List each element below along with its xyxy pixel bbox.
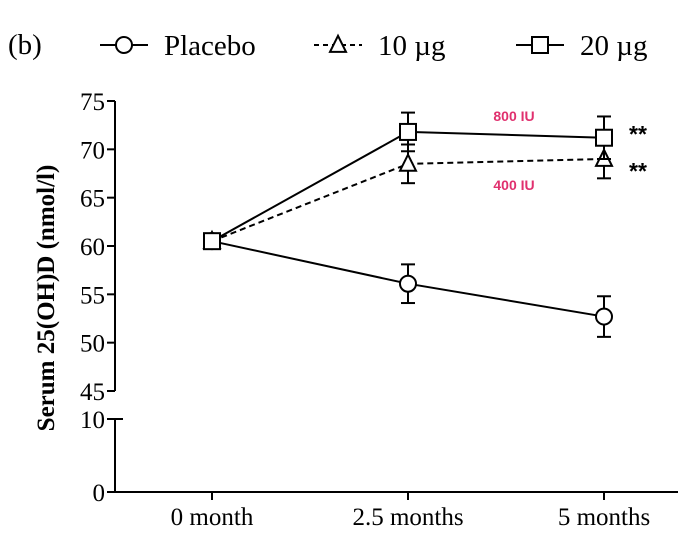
series-10-g <box>202 138 614 250</box>
annotations-layer: 400 IU ** 800 IU ** <box>493 108 647 193</box>
legend-item-20-g: 20 µg <box>516 30 647 62</box>
legend-marker-10-g <box>328 33 348 53</box>
y-tick-label-60: 60 <box>80 234 105 261</box>
legend-label-20-g: 20 µg <box>580 30 647 62</box>
panel-label: (b) <box>8 29 42 61</box>
significance-10-g: ** <box>629 158 647 184</box>
axes: 45 50 55 60 65 70 75 0 10 0 month 2.5 months 5 mont… <box>80 89 678 531</box>
y-tick-label-70: 70 <box>80 137 105 164</box>
legend-item-10-g: 10 µg <box>314 30 445 62</box>
legend-label-placebo: Placebo <box>164 30 256 62</box>
data-point-20-g-1 <box>399 122 417 141</box>
series-placebo <box>203 232 613 338</box>
significance-20-g: ** <box>629 121 647 147</box>
y-tick-label-low-0: 0 <box>93 480 106 507</box>
y-axis-title: Serum 25(OH)D (nmol/l) <box>33 165 60 432</box>
series-layer <box>202 111 614 338</box>
legend-item-placebo: Placebo <box>100 30 256 62</box>
x-tick-label-2-5-months: 2.5 months <box>352 504 463 531</box>
legend: Placebo 10 µg 20 µg <box>100 30 647 62</box>
series-20-g <box>203 111 613 251</box>
data-point-20-g-2 <box>595 128 613 147</box>
x-tick-label-5-months: 5 months <box>558 504 650 531</box>
y-tick-label-low-10: 10 <box>80 407 105 434</box>
annotation-10-g: 400 IU <box>493 177 534 193</box>
x-tick-label-0-month: 0 month <box>171 504 254 531</box>
data-point-placebo-1 <box>399 274 417 293</box>
y-tick-label-50: 50 <box>80 331 105 358</box>
y-tick-label-55: 55 <box>80 282 105 309</box>
data-point-placebo-2 <box>595 307 613 326</box>
legend-marker-20-g <box>531 36 549 54</box>
data-point-10-g-1 <box>398 152 418 172</box>
data-point-20-g-0 <box>203 232 221 251</box>
y-tick-label-45: 45 <box>80 379 105 406</box>
legend-label-10-g: 10 µg <box>378 30 445 62</box>
legend-marker-placebo <box>115 36 133 54</box>
y-tick-label-65: 65 <box>80 186 105 213</box>
annotation-20-g: 800 IU <box>493 108 534 124</box>
y-tick-label-75: 75 <box>80 89 105 116</box>
